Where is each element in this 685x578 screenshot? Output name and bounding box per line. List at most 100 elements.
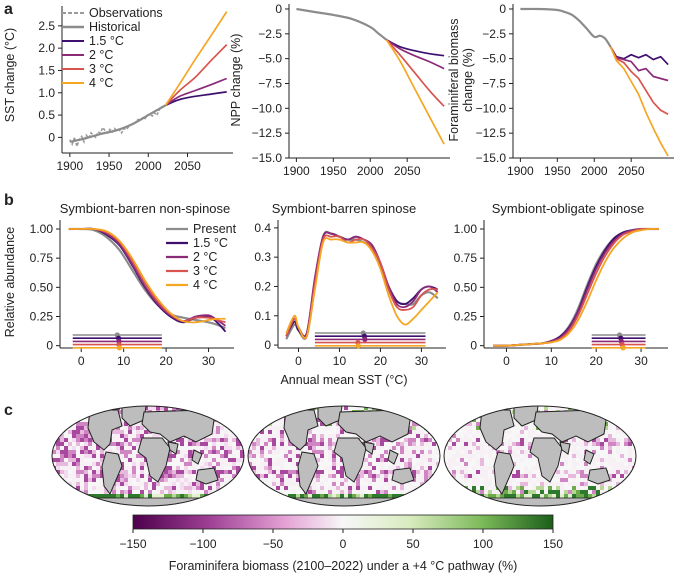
map-cell [60, 466, 65, 471]
map-cell [492, 478, 497, 483]
map-cell [288, 502, 293, 506]
colorbar-tick-label: 150 [543, 537, 563, 551]
map-cell [68, 474, 73, 479]
map-cell [76, 434, 81, 439]
map-cell [336, 486, 341, 491]
map-cell [288, 486, 293, 491]
map-cell [480, 406, 485, 411]
map-cell [532, 470, 537, 475]
map-cell [428, 418, 433, 423]
map-cell [248, 414, 253, 419]
map-cell [184, 478, 189, 483]
map-cell [172, 462, 177, 467]
map-cell [372, 486, 377, 491]
map-cell [92, 474, 97, 479]
map-cell [472, 414, 477, 419]
map-cell [232, 406, 237, 411]
map-cell [348, 490, 353, 495]
map-cell [396, 458, 401, 463]
map-cell [448, 446, 453, 451]
map-cell [340, 486, 345, 491]
map-cell [424, 418, 429, 423]
map-landmass [101, 451, 123, 495]
map-cell [252, 422, 257, 427]
map-cell [124, 466, 129, 471]
map-cell [432, 486, 437, 491]
map-cell [248, 418, 253, 423]
map-cell [524, 478, 529, 483]
map-cell [540, 486, 545, 491]
map-cell [252, 470, 257, 475]
map-cell [284, 490, 289, 495]
map-cell [176, 446, 181, 451]
map-cell [260, 458, 265, 463]
map-cell [68, 458, 73, 463]
map-cell [560, 486, 565, 491]
map-cell [428, 458, 433, 463]
map-cell [220, 442, 225, 447]
map-cell [444, 446, 449, 451]
map-cell [424, 478, 429, 483]
map-cell [468, 438, 473, 443]
map-cell [196, 482, 201, 487]
map-cell [632, 410, 636, 415]
map-cell [416, 414, 421, 419]
map-cell [148, 406, 153, 411]
map-cell [252, 442, 257, 447]
map-cell [480, 462, 485, 467]
map-cell [484, 406, 489, 411]
map-cell [428, 446, 433, 451]
map-cell [480, 454, 485, 459]
map-cell [576, 474, 581, 479]
map-cell [628, 490, 633, 495]
map-cell [392, 406, 397, 411]
map-cell [220, 474, 225, 479]
map-cell [624, 490, 629, 495]
map-cell [180, 470, 185, 475]
map-cell [400, 438, 405, 443]
b1-y-tick-label: 0.75 [30, 251, 54, 265]
map-cell [420, 434, 425, 439]
map-cell [340, 478, 345, 483]
map-cell [120, 422, 125, 427]
map-cell [380, 494, 385, 499]
map-cell [480, 486, 485, 491]
map-cell [216, 502, 221, 506]
map-cell [216, 486, 221, 491]
map-cell [436, 446, 440, 451]
map-cell [484, 462, 489, 467]
map-cell [448, 482, 453, 487]
map-cell [100, 494, 105, 499]
map-cell [76, 486, 81, 491]
map-cell [136, 434, 141, 439]
map-cell [208, 454, 213, 459]
map-cell [60, 442, 65, 447]
map-cell [276, 410, 281, 415]
legend-b-label: 4 °C [193, 278, 217, 292]
map-cell [616, 414, 621, 419]
map-cell [116, 482, 121, 487]
map-cell [216, 446, 221, 451]
map-cell [280, 434, 285, 439]
map-cell [528, 478, 533, 483]
map-cell [384, 458, 389, 463]
map-cell [416, 426, 421, 431]
map-cell [120, 482, 125, 487]
map-cell [332, 422, 337, 427]
map-cell [248, 406, 253, 411]
map-cell [376, 462, 381, 467]
map-cell [572, 490, 577, 495]
map-cell [272, 426, 277, 431]
map-cell [280, 446, 285, 451]
map-cell [124, 478, 129, 483]
map-cell [80, 458, 85, 463]
map-cell [524, 490, 529, 495]
map-cell [248, 426, 253, 431]
map-cell [200, 490, 205, 495]
map-cell [112, 430, 117, 435]
map-cell [328, 474, 333, 479]
b1-curve-c4 [68, 227, 226, 324]
map-cell [548, 486, 553, 491]
map-cell [608, 458, 613, 463]
map-cell [424, 446, 429, 451]
